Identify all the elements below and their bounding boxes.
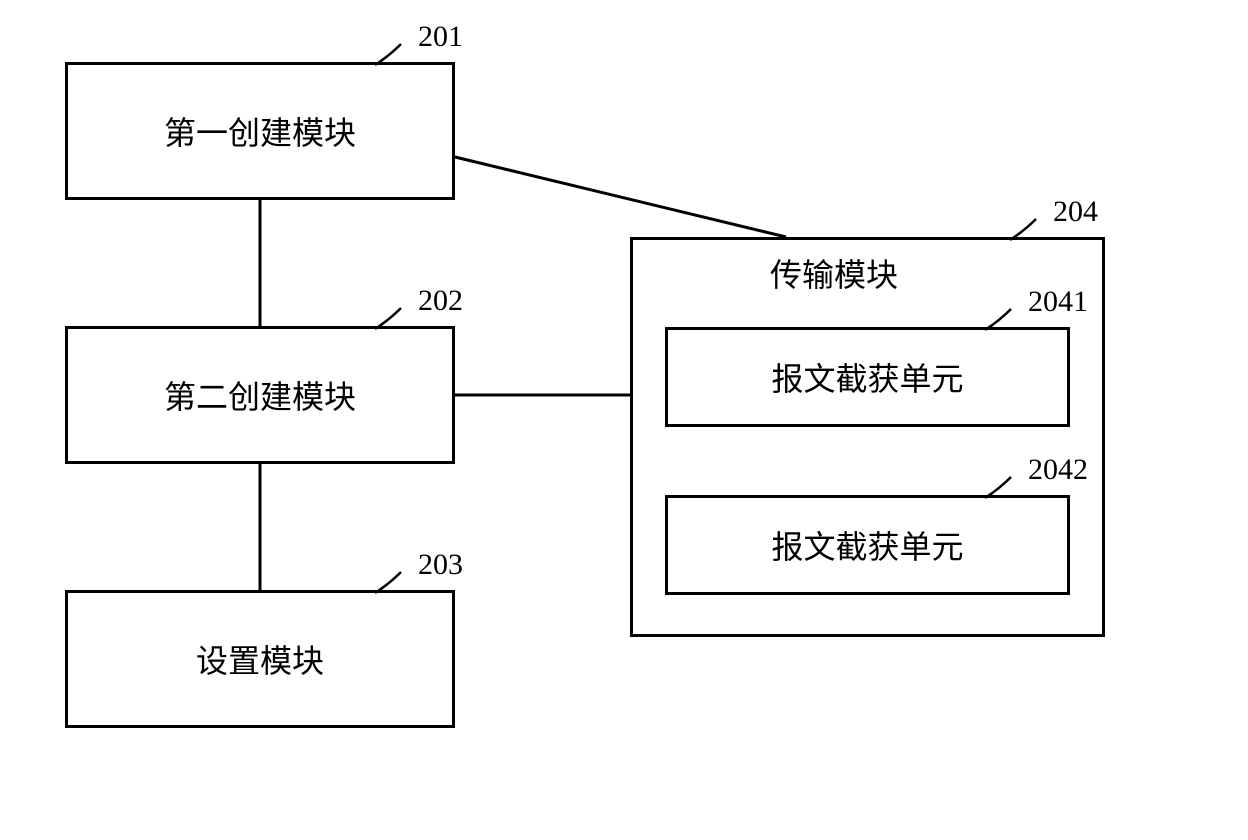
edge-201-204: [455, 157, 786, 237]
node-label-202: 第二创建模块: [164, 372, 356, 418]
ref-label-204: 204: [1053, 195, 1098, 229]
node-label-2042: 报文截获单元: [771, 522, 963, 568]
node-box-201: 第一创建模块: [65, 62, 455, 200]
node-box-2041: 报文截获单元: [665, 327, 1070, 427]
ref-tick-2042: [985, 475, 1025, 505]
node-box-2042: 报文截获单元: [665, 495, 1070, 595]
ref-label-2041: 2041: [1028, 285, 1088, 319]
ref-label-201: 201: [418, 20, 463, 54]
ref-tick-204: [1010, 217, 1050, 247]
node-title-204: 传输模块: [770, 250, 898, 296]
ref-label-203: 203: [418, 548, 463, 582]
node-box-203: 设置模块: [65, 590, 455, 728]
ref-tick-201: [375, 42, 415, 72]
ref-label-202: 202: [418, 284, 463, 318]
ref-tick-203: [375, 570, 415, 600]
node-label-201: 第一创建模块: [164, 108, 356, 154]
node-label-203: 设置模块: [196, 636, 324, 682]
node-label-2041: 报文截获单元: [771, 354, 963, 400]
ref-label-2042: 2042: [1028, 453, 1088, 487]
ref-tick-2041: [985, 307, 1025, 337]
node-box-202: 第二创建模块: [65, 326, 455, 464]
ref-tick-202: [375, 306, 415, 336]
